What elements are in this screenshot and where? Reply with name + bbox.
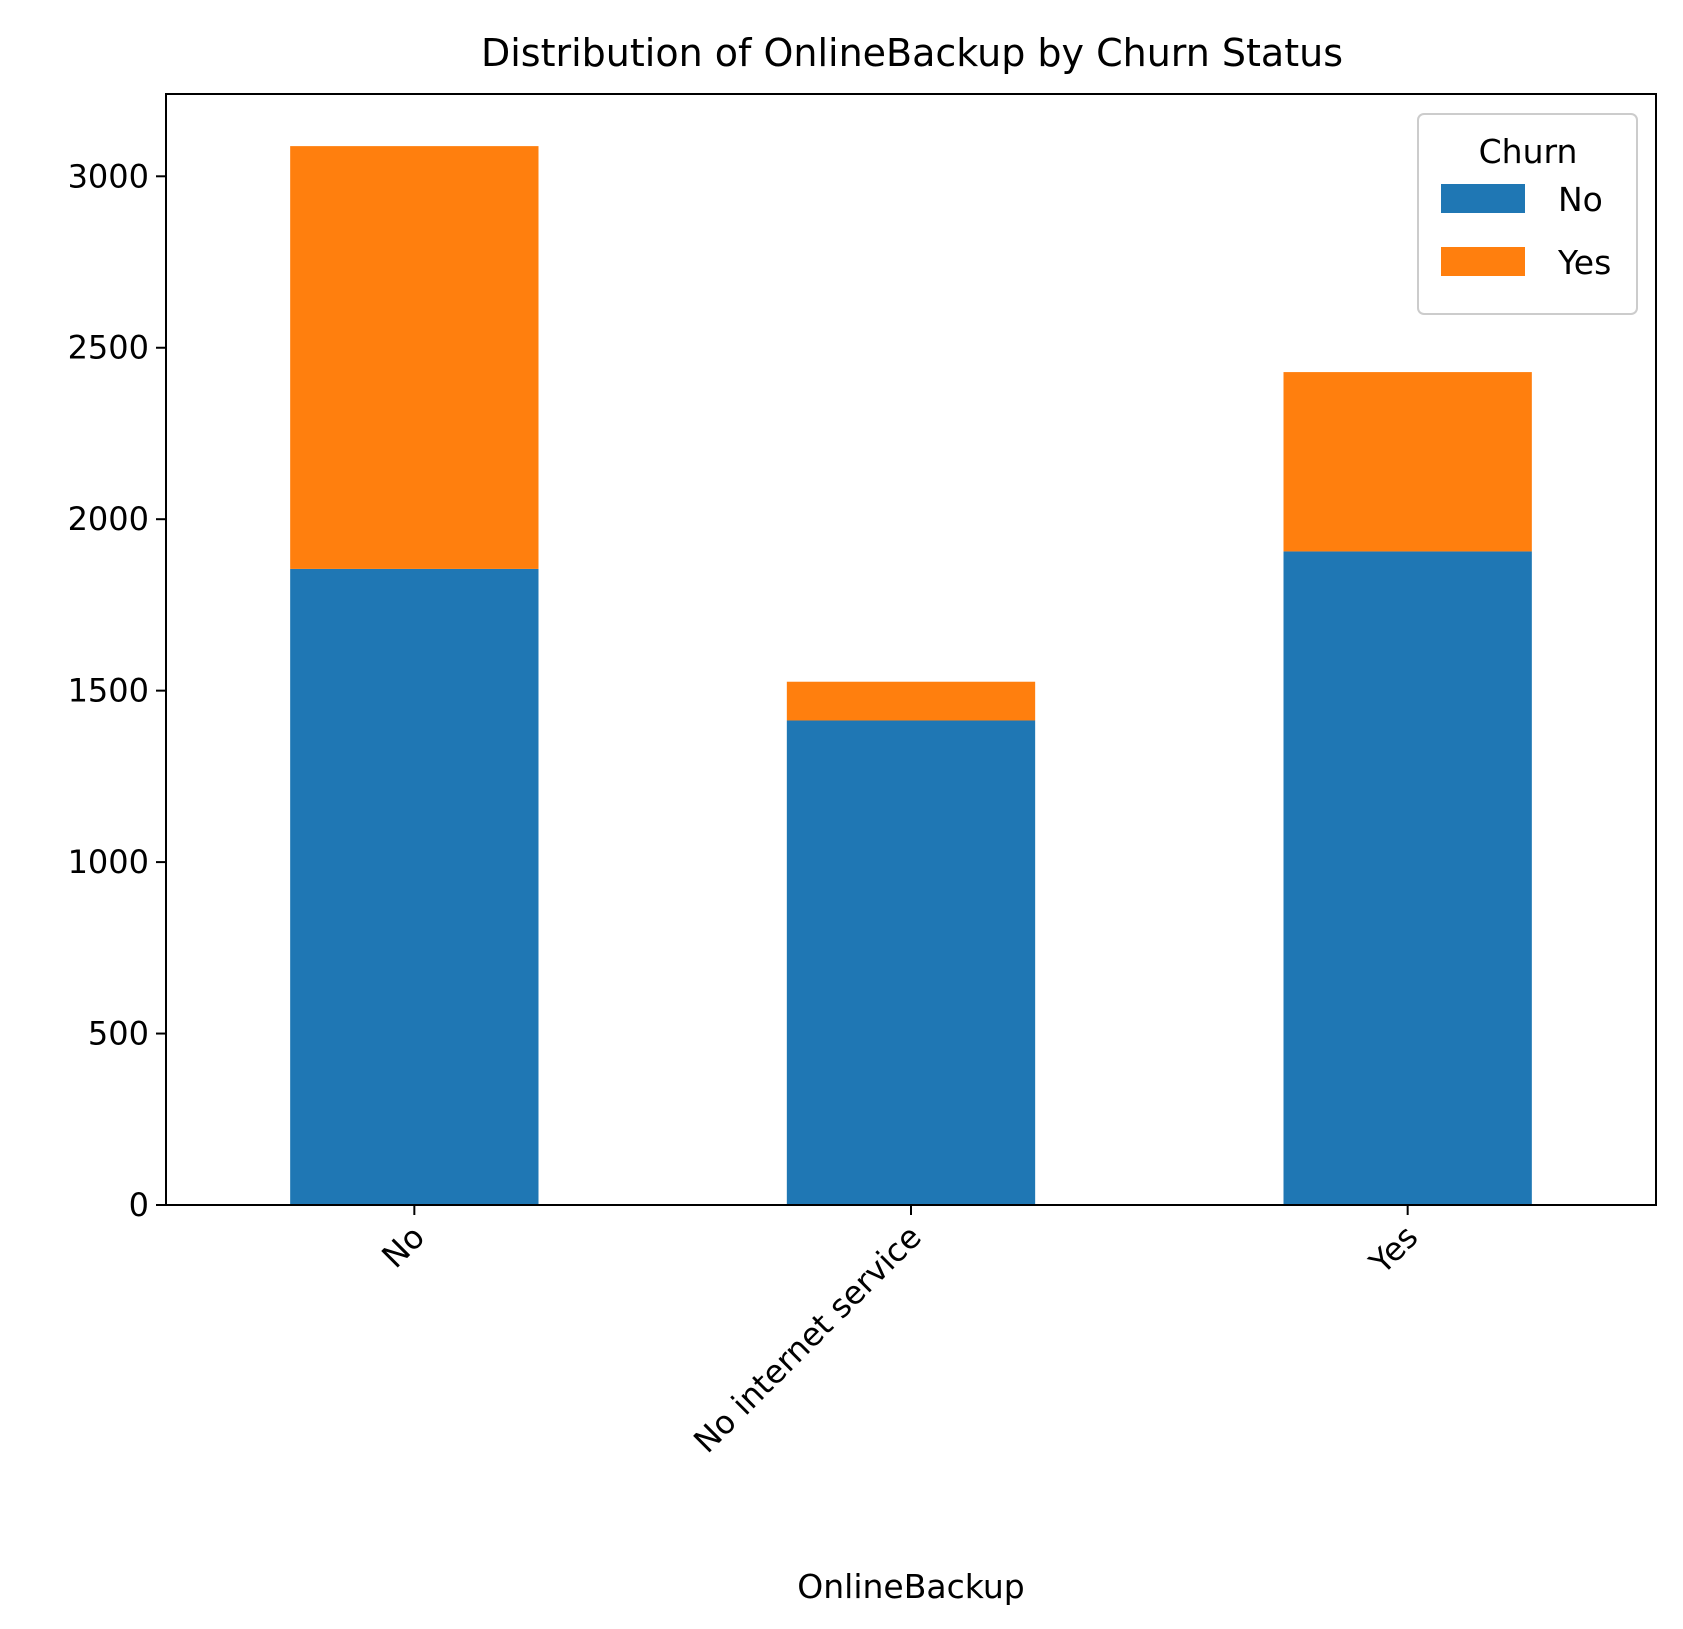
x-tick-label-no-internet-service: No internet service <box>686 1218 929 1461</box>
legend-title: Churn <box>1479 132 1578 171</box>
y-tick-label-500: 500 <box>88 1015 149 1053</box>
x-tick-label-no: No <box>374 1218 432 1276</box>
x-axis-label: OnlineBackup <box>797 1567 1024 1606</box>
x-tick-label-yes: Yes <box>1361 1218 1425 1282</box>
legend-label-yes: Yes <box>1557 243 1611 282</box>
legend: Churn No Yes <box>1417 113 1638 315</box>
y-tick-label-0: 0 <box>129 1186 149 1224</box>
x-axis: No No internet service Yes <box>374 1205 1425 1460</box>
legend-items: No Yes <box>1441 180 1611 282</box>
bar-no-internet-service-churn-no <box>786 720 1036 1205</box>
y-tick-label-2000: 2000 <box>68 500 149 538</box>
legend-label-no: No <box>1558 180 1603 219</box>
bar-no-churn-no <box>290 568 539 1205</box>
y-tick-label-1500: 1500 <box>68 672 149 710</box>
bar-no-internet-service-churn-yes <box>786 681 1036 721</box>
chart-title: Distribution of OnlineBackup by Churn St… <box>481 31 1343 75</box>
bar-yes-churn-yes <box>1283 372 1532 552</box>
bars-group <box>290 146 1532 1205</box>
y-tick-label-2500: 2500 <box>68 329 149 367</box>
legend-swatch-yes <box>1441 247 1525 276</box>
plot-frame <box>165 93 1657 1206</box>
bar-no-churn-yes <box>290 146 539 569</box>
legend-swatch-no <box>1441 184 1525 213</box>
y-tick-label-1000: 1000 <box>68 843 149 881</box>
y-tick-label-3000: 3000 <box>68 157 149 195</box>
bar-yes-churn-no <box>1283 551 1532 1205</box>
y-axis: 0 500 1000 1500 2000 2500 3000 <box>68 157 166 1224</box>
